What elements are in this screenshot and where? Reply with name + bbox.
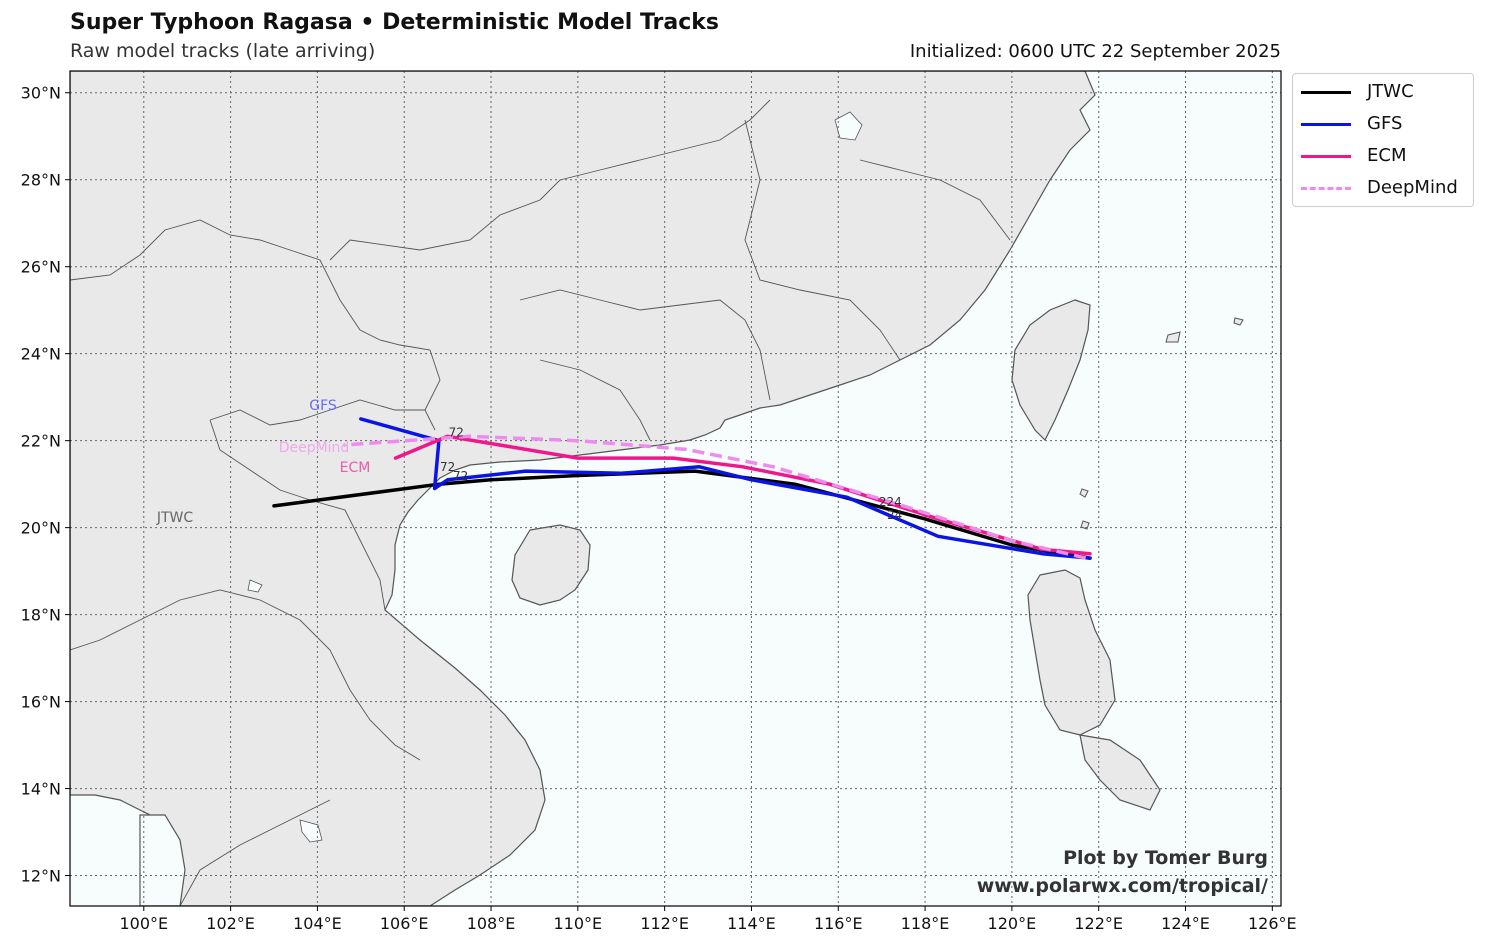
track-gfs xyxy=(359,417,1092,560)
x-tick-label: 120°E xyxy=(988,914,1037,933)
model-tracks xyxy=(272,417,1092,560)
y-tick-label: 26°N xyxy=(21,258,61,277)
legend-swatch xyxy=(1301,187,1351,190)
y-tick-label: 12°N xyxy=(21,867,61,886)
x-tick-label: 112°E xyxy=(640,914,689,933)
x-tick-label: 124°E xyxy=(1161,914,1210,933)
legend-label: JTWC xyxy=(1367,81,1414,102)
border-line xyxy=(70,589,421,761)
legend-item: ECM xyxy=(1301,144,1471,168)
track-label-gfs: GFS xyxy=(309,398,337,414)
graticule xyxy=(70,71,1281,906)
border-line xyxy=(70,219,441,411)
initialized-time: Initialized: 0600 UTC 22 September 2025 xyxy=(909,41,1281,62)
legend: JTWC GFS ECM DeepMind xyxy=(1292,73,1474,207)
credit-url: www.polarwx.com/tropical/ xyxy=(977,875,1268,897)
border-line xyxy=(539,359,651,441)
legend-label: ECM xyxy=(1367,145,1407,166)
border-line xyxy=(519,289,771,401)
land-islet xyxy=(1165,331,1181,343)
y-tick-label: 22°N xyxy=(21,432,61,451)
legend-label: DeepMind xyxy=(1367,177,1458,198)
lake xyxy=(834,111,863,141)
track-jtwc xyxy=(272,469,1092,560)
gulf-of-thailand xyxy=(139,814,186,906)
track-label-deepmind: DeepMind xyxy=(279,440,350,456)
x-tick-label: 114°E xyxy=(727,914,776,933)
legend-swatch xyxy=(1301,91,1351,94)
land-islet xyxy=(1233,317,1244,326)
legend-swatch xyxy=(1301,155,1351,158)
y-tick-label: 24°N xyxy=(21,345,61,364)
legend-item: GFS xyxy=(1301,112,1471,136)
legend-label: GFS xyxy=(1367,113,1403,134)
lake xyxy=(247,579,263,593)
land-islet xyxy=(1080,520,1090,530)
x-tick-label: 118°E xyxy=(901,914,950,933)
x-tick-label: 104°E xyxy=(293,914,342,933)
border-line xyxy=(744,119,901,361)
track-label-ecm: ECM xyxy=(340,460,371,476)
y-tick-label: 16°N xyxy=(21,693,61,712)
y-tick-label: 30°N xyxy=(21,84,61,103)
x-tick-label: 100°E xyxy=(119,914,168,933)
forecast-hour-label: 72 xyxy=(453,469,468,483)
land-mainland xyxy=(70,71,1096,906)
border-line xyxy=(209,399,436,431)
legend-item: JTWC xyxy=(1301,80,1471,104)
x-tick-label: 116°E xyxy=(814,914,863,933)
y-tick-label: 28°N xyxy=(21,171,61,190)
y-tick-label: 14°N xyxy=(21,780,61,799)
y-tick-label: 20°N xyxy=(21,519,61,538)
lake xyxy=(299,819,323,843)
x-tick-label: 102°E xyxy=(206,914,255,933)
land-luzon-south xyxy=(1079,734,1161,811)
chart-subtitle: Raw model tracks (late arriving) xyxy=(70,40,376,62)
credit-author: Plot by Tomer Burg xyxy=(1063,847,1268,869)
land-taiwan xyxy=(1011,299,1091,442)
track-name-labels: JTWC GFS ECM DeepMind xyxy=(156,398,371,526)
forecast-hour-label: 224 xyxy=(879,495,902,509)
forecast-hour-label: 72 xyxy=(440,460,455,474)
forecast-hour-label: 72 xyxy=(449,425,464,439)
legend-swatch xyxy=(1301,123,1351,126)
x-tick-label: 122°E xyxy=(1074,914,1123,933)
x-tick-label: 126°E xyxy=(1248,914,1297,933)
land-islet xyxy=(1079,488,1089,498)
land-hainan xyxy=(511,524,591,606)
track-label-jtwc: JTWC xyxy=(156,510,194,526)
plot-frame xyxy=(69,70,1282,907)
axis-ticks: 100°E 102°E 104°E 106°E 108°E 110°E 112°E 114°E… xyxy=(21,84,1297,933)
land-luzon xyxy=(1027,569,1116,736)
track-deepmind xyxy=(343,434,1087,560)
x-tick-label: 106°E xyxy=(380,914,429,933)
chart-title: Super Typhoon Ragasa • Deterministic Mod… xyxy=(70,10,719,35)
y-tick-label: 18°N xyxy=(21,606,61,625)
legend-item: DeepMind xyxy=(1301,176,1471,200)
forecast-hour-label: 24 xyxy=(887,508,902,522)
x-tick-label: 108°E xyxy=(467,914,516,933)
x-tick-label: 110°E xyxy=(554,914,603,933)
